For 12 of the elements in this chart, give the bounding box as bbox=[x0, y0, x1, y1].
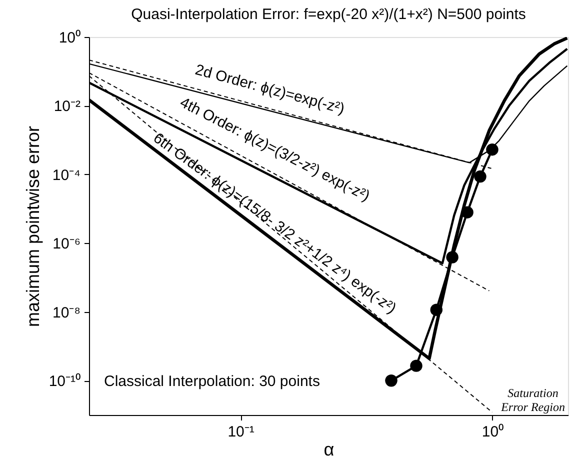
chart-title: Quasi-Interpolation Error: f=exp(-20 x²)/(1+x²) N=500 points bbox=[131, 6, 526, 23]
annotation: Classical Interpolation: 30 points bbox=[104, 373, 320, 390]
x-axis-title: α bbox=[324, 440, 334, 456]
x-tick-label: 10⁻¹ bbox=[228, 424, 254, 440]
y-axis-title: maximum pointwise error bbox=[22, 126, 43, 328]
y-tick-label: 10⁻⁸ bbox=[52, 304, 80, 322]
annotation: Saturation Error Region bbox=[500, 386, 565, 414]
y-tick-label: 10⁻⁴ bbox=[52, 166, 80, 184]
y-tick-label: 10⁻¹⁰ bbox=[48, 373, 80, 390]
y-tick-label: 10⁰ bbox=[58, 30, 80, 46]
y-tick-label: 10⁻² bbox=[54, 98, 80, 116]
y-tick-label: 10⁻⁶ bbox=[52, 236, 80, 253]
